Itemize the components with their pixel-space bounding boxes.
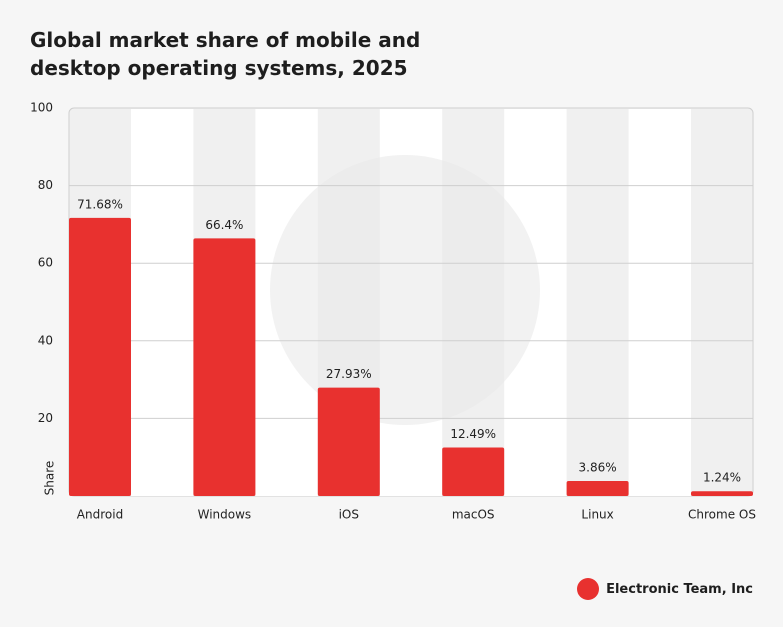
bar: [193, 238, 256, 497]
value-label: 71.68%: [77, 197, 123, 211]
stripe: [131, 109, 194, 496]
bar: [691, 491, 753, 496]
y-axis-title: Share: [43, 461, 57, 496]
x-tick-label: Windows: [198, 508, 252, 522]
brand-logo: [577, 578, 600, 600]
value-label: 66.4%: [205, 218, 243, 232]
watermark: [270, 155, 540, 425]
x-tick-label: Android: [77, 508, 123, 522]
stripe: [628, 109, 691, 496]
value-label: 27.93%: [326, 367, 372, 381]
x-tick-label: iOS: [339, 508, 359, 522]
value-label: 1.24%: [703, 471, 741, 485]
y-tick-label: 40: [38, 333, 53, 347]
brand-name: Electronic Team, Inc: [606, 581, 753, 597]
bar: [442, 447, 505, 496]
y-tick-label: 100: [30, 101, 53, 115]
y-tick-label: 80: [38, 178, 53, 192]
value-label: 3.86%: [579, 461, 617, 475]
bar: [69, 217, 131, 497]
y-tick-label: 60: [38, 256, 53, 270]
x-tick-label: Chrome OS: [688, 508, 756, 522]
x-tick-label: macOS: [452, 508, 495, 522]
bar: [317, 387, 380, 496]
value-label: 12.49%: [450, 427, 496, 441]
y-tick-label: 20: [38, 411, 53, 425]
x-tick-label: Linux: [581, 508, 613, 522]
chart-title: Global market share of mobile and deskto…: [30, 28, 421, 80]
bar: [566, 481, 629, 496]
brand: Electronic Team, Inc: [577, 578, 753, 600]
